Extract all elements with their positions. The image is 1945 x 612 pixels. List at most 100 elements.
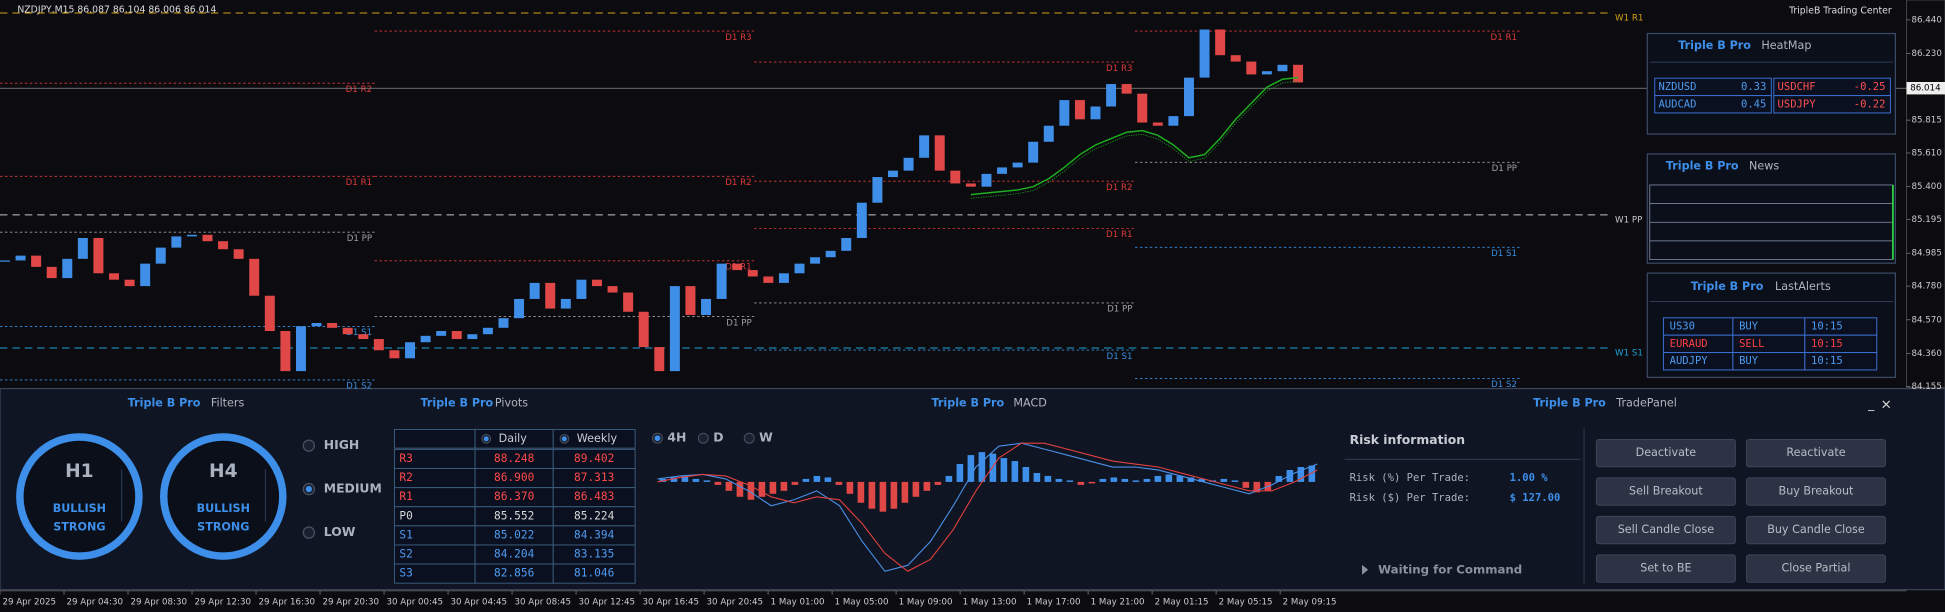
panel-title: TradePanel xyxy=(1615,396,1677,409)
candle xyxy=(685,286,696,315)
candle xyxy=(249,258,260,296)
brand-label: TripleB Trading Center xyxy=(1788,6,1892,17)
x-tick-label: 1 May 05:00 xyxy=(835,598,889,608)
button[interactable] xyxy=(1746,438,1886,468)
macd-histogram-bar xyxy=(670,477,678,482)
candle xyxy=(1199,29,1210,78)
gauge-strength: STRONG xyxy=(53,521,105,534)
macd-histogram-bar xyxy=(1000,458,1008,482)
button-label[interactable]: Reactivate xyxy=(1786,446,1845,459)
button-label[interactable]: Deactivate xyxy=(1636,446,1697,459)
button[interactable] xyxy=(1595,477,1736,506)
button-label[interactable]: Buy Candle Close xyxy=(1767,523,1865,536)
candle xyxy=(1293,64,1304,83)
macd-timeframe[interactable]: 4H xyxy=(667,430,686,445)
radio[interactable] xyxy=(697,432,709,444)
candle xyxy=(810,257,821,264)
radio[interactable] xyxy=(302,526,316,539)
macd-histogram-bar xyxy=(824,477,832,482)
macd-histogram-bar xyxy=(703,480,711,482)
macd-histogram-bar xyxy=(1253,481,1261,493)
panel-brand: Triple B Pro xyxy=(421,396,494,409)
pivot-weekly: 85.224 xyxy=(574,509,615,522)
pivot-level: S1 xyxy=(399,528,412,541)
panel-brand: Triple B Pro xyxy=(1691,280,1764,293)
button-label[interactable]: Buy Breakout xyxy=(1779,485,1854,498)
macd-histogram-bar xyxy=(758,481,766,497)
macd-histogram-bar xyxy=(912,481,920,497)
x-tick-label: 1 May 09:00 xyxy=(899,598,953,608)
x-tick-label: 2 May 01:15 xyxy=(1155,598,1209,608)
button[interactable] xyxy=(1746,477,1886,506)
panel-title: News xyxy=(1749,159,1779,172)
candle xyxy=(1028,141,1039,163)
candle xyxy=(0,260,10,262)
price-axis xyxy=(1906,0,1945,388)
button[interactable] xyxy=(1595,438,1736,468)
candle xyxy=(405,342,416,359)
button[interactable] xyxy=(1595,515,1736,545)
panel-brand: Triple B Pro xyxy=(128,396,201,409)
filter-level[interactable]: HIGH xyxy=(324,437,360,452)
button[interactable] xyxy=(1746,515,1886,545)
macd-timeframe[interactable]: W xyxy=(759,430,773,445)
macd-histogram-bar xyxy=(978,452,986,482)
button-label[interactable]: Close Partial xyxy=(1782,562,1851,575)
candle xyxy=(716,263,727,299)
macd-histogram-bar xyxy=(1242,481,1250,488)
filter-level[interactable]: LOW xyxy=(324,524,356,539)
x-tick-label: 29 Apr 08:30 xyxy=(130,598,187,608)
candle xyxy=(15,255,26,261)
heatmap-cell xyxy=(1773,95,1891,114)
candle xyxy=(1261,71,1272,75)
x-tick-label: 2 May 05:15 xyxy=(1219,598,1273,608)
macd-histogram-bar xyxy=(1187,477,1195,482)
candle xyxy=(1090,106,1101,120)
macd-histogram-bar xyxy=(769,481,777,494)
macd-histogram-bar xyxy=(1121,478,1129,482)
panel-title: MACD xyxy=(1013,396,1046,409)
heatmap-value: 0.45 xyxy=(1741,98,1766,110)
minimize-button[interactable]: _ xyxy=(1867,396,1875,411)
radio[interactable] xyxy=(302,439,316,452)
y-tick-label: 85.400 xyxy=(1912,182,1942,192)
alert-symbol: AUDJPY xyxy=(1670,355,1709,367)
alert-symbol: EURAUD xyxy=(1670,338,1708,350)
daily-level-label: D1 PP xyxy=(1107,305,1132,315)
candle xyxy=(327,322,338,328)
gauge-ring xyxy=(16,433,143,560)
candle xyxy=(560,298,571,309)
risk-label: Risk (%) Per Trade: xyxy=(1350,472,1470,484)
button-label[interactable]: Sell Breakout xyxy=(1629,485,1703,498)
pivot-weekly: 89.402 xyxy=(574,452,614,465)
macd-histogram-bar xyxy=(945,475,953,482)
macd-timeframe[interactable]: D xyxy=(713,430,723,445)
heatmap-pair: AUDCAD xyxy=(1658,98,1696,110)
macd-histogram-bar xyxy=(989,453,997,482)
news-panel xyxy=(1646,153,1897,264)
x-tick-label: 1 May 01:00 xyxy=(771,598,825,608)
gauge-bias: BULLISH xyxy=(197,502,250,515)
x-tick-label: 30 Apr 00:45 xyxy=(387,598,444,608)
macd-histogram-bar xyxy=(736,481,744,497)
button-label[interactable]: Set to BE xyxy=(1640,562,1691,575)
button-label[interactable]: Sell Candle Close xyxy=(1618,523,1714,536)
candle xyxy=(358,334,369,340)
candle xyxy=(62,258,73,279)
pivot-daily: 88.248 xyxy=(494,452,534,465)
alert-time: 10:15 xyxy=(1811,338,1843,350)
close-button[interactable]: × xyxy=(1880,397,1891,413)
button[interactable] xyxy=(1746,554,1886,583)
candle xyxy=(233,249,244,259)
radio[interactable] xyxy=(743,432,755,444)
button[interactable] xyxy=(1595,554,1736,583)
candle xyxy=(373,339,384,351)
filter-level[interactable]: MEDIUM xyxy=(324,481,382,496)
candle xyxy=(545,282,556,309)
macd-histogram-bar xyxy=(890,481,898,509)
candle xyxy=(903,157,914,171)
macd-histogram-bar xyxy=(879,481,887,512)
current-price-label: 86.014 xyxy=(1910,84,1941,94)
current-price-box xyxy=(1906,82,1945,95)
candle xyxy=(514,298,525,319)
